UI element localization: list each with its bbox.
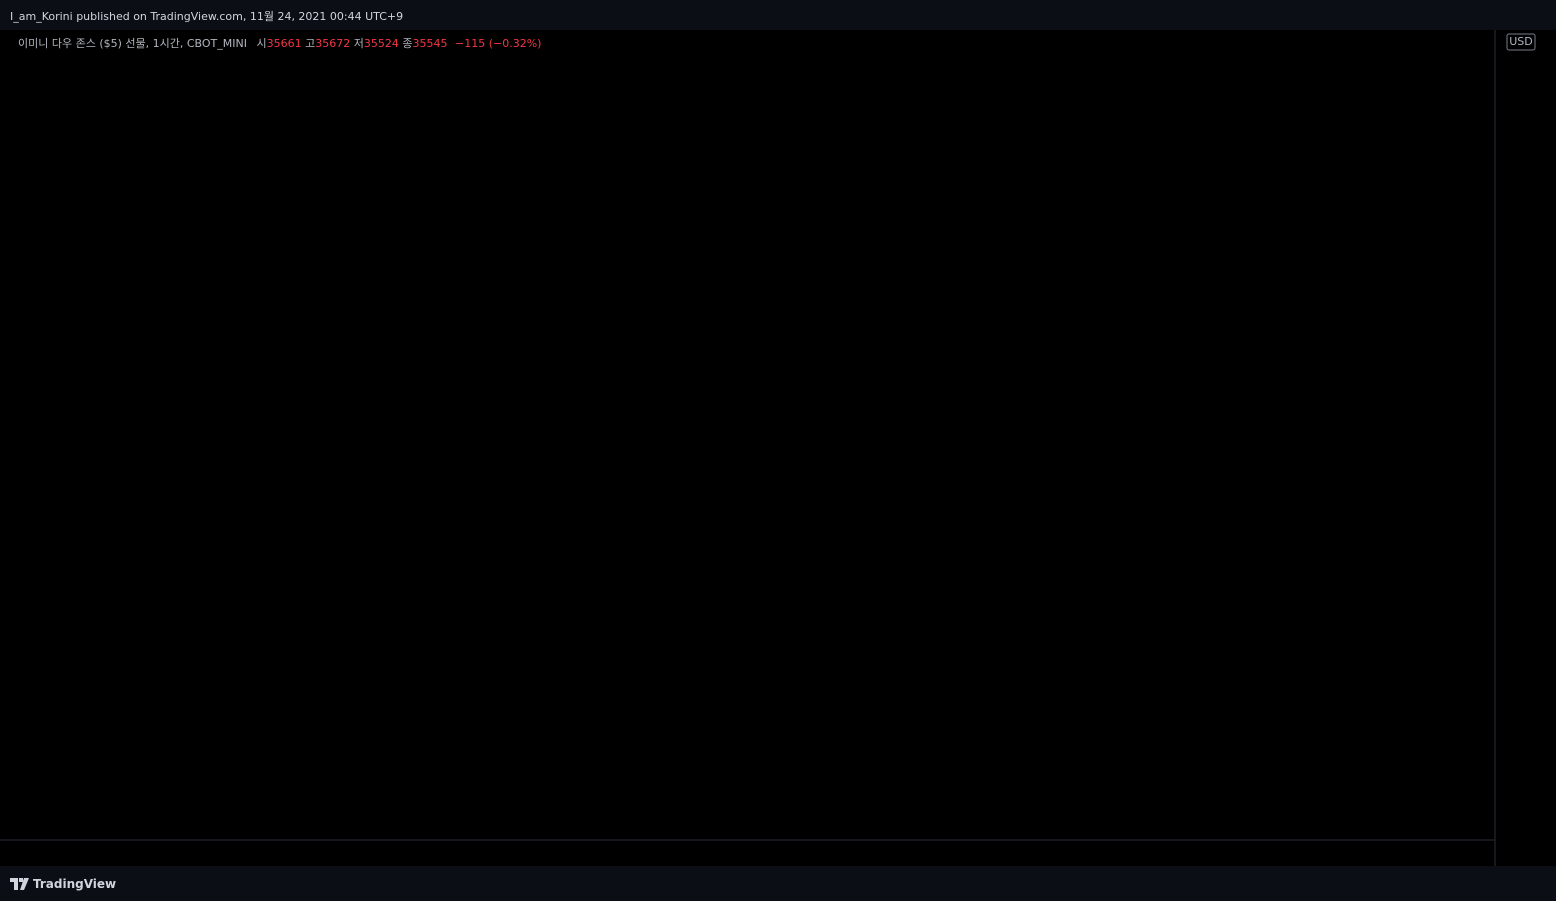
publisher-header: I_am_Korini published on TradingView.com… [10,10,404,23]
change: −115 (−0.32%) [455,37,542,50]
footer-brand: TradingView [33,877,117,891]
open-label: 시 [256,37,267,50]
open-value: 35661 [266,37,302,50]
low-value: 35524 [363,37,399,50]
high-value: 35672 [315,37,351,50]
bottom-bar: TradingView [0,866,1556,901]
legend: 이미니 다우 존스 ($5) 선물, 1시간, CBOT_MINI 시35661… [18,35,541,51]
close-value: 35545 [412,37,448,50]
currency: USD [1509,35,1533,48]
chart-bg [0,30,1556,866]
high-label: 고 [305,37,316,50]
symbol-name: 이미니 다우 존스 ($5) 선물, 1시간, CBOT_MINI [18,37,247,50]
tv-logo [10,878,29,890]
low-label: 저 [353,37,364,50]
chart: USD [0,30,1556,866]
close-label: 종 [402,37,413,50]
top-bar: I_am_Korini published on TradingView.com… [0,0,1556,30]
currency-box [1506,33,1536,51]
